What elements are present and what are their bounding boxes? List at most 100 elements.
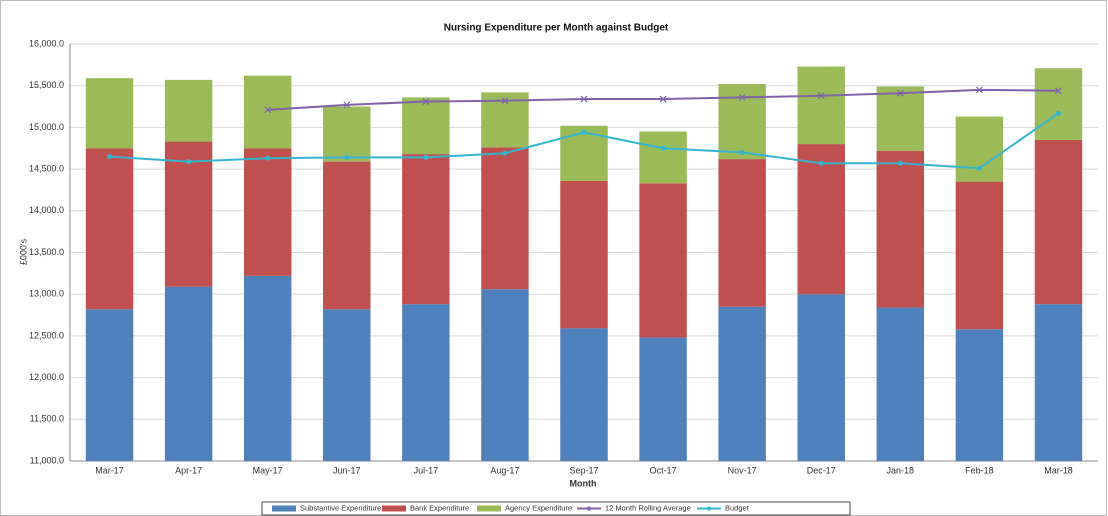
legend-marker (707, 506, 711, 511)
x-tick-label: Sep-17 (569, 465, 598, 475)
bar-segment (718, 159, 766, 307)
legend-label: Agency Expenditure (505, 503, 572, 512)
bar-segment (1034, 139, 1083, 305)
bar-segment (639, 183, 687, 338)
bar-segment (639, 337, 687, 461)
marker (1055, 87, 1062, 95)
marker (422, 98, 430, 105)
marker (264, 106, 272, 114)
x-tick-label: Oct-17 (650, 465, 677, 475)
bar-segment (164, 79, 213, 142)
bar-segment (718, 84, 766, 160)
bar-segment (243, 148, 292, 276)
bar-segment (85, 78, 134, 149)
bar-segment (955, 116, 1004, 182)
bar-segment (560, 328, 608, 461)
x-tick-label: Apr-17 (175, 465, 202, 475)
y-tick-label: 12,500.0 (29, 330, 64, 340)
bar-segment (481, 147, 529, 290)
marker (659, 95, 667, 103)
marker (501, 97, 509, 105)
bar-segment (323, 106, 371, 162)
x-tick-label: Jul-17 (414, 465, 439, 475)
legend-label: Substantive Expenditure (300, 503, 381, 512)
y-axis-title: £000's (18, 238, 28, 265)
bar-segment (797, 294, 845, 461)
bar-segment (85, 148, 134, 310)
marker (1055, 110, 1061, 116)
y-tick-label: 11,000.0 (30, 455, 64, 465)
marker (107, 154, 113, 160)
marker (186, 159, 192, 165)
x-tick-label: Nov-17 (728, 465, 757, 475)
legend-swatch (477, 505, 501, 512)
marker (343, 101, 351, 109)
x-tick-label: Feb-18 (965, 465, 994, 475)
bar-segment (876, 86, 925, 151)
x-tick-label: Mar-17 (95, 465, 124, 475)
legend-label: Budget (725, 503, 750, 512)
marker (580, 95, 588, 103)
bar-segment (402, 304, 450, 461)
marker (738, 93, 746, 101)
x-tick-label: Dec-17 (807, 465, 836, 475)
y-tick-label: 15,000.0 (29, 122, 64, 132)
x-tick-label: Jun-17 (333, 465, 361, 475)
marker (975, 86, 983, 94)
legend-label: Bank Expenditure (410, 503, 469, 512)
y-tick-label: 15,500.0 (29, 80, 64, 90)
marker (344, 154, 350, 160)
bar-segment (955, 329, 1004, 461)
chart-title: Nursing Expenditure per Month against Bu… (444, 23, 669, 34)
legend-swatch (382, 505, 406, 512)
y-tick-label: 14,000.0 (29, 205, 64, 215)
x-tick-label: Aug-17 (490, 465, 519, 475)
y-tick-label: 12,000.0 (29, 372, 64, 382)
legend-marker (587, 506, 591, 511)
bar-segment (243, 275, 292, 461)
x-tick-label: Mar-18 (1044, 465, 1073, 475)
marker (818, 160, 824, 166)
bar-segment (639, 131, 687, 184)
bar-segment (876, 307, 925, 461)
bar-segment (402, 97, 450, 155)
bar-segment (718, 306, 766, 461)
legend-label: 12 Month Rolling Average (605, 503, 691, 512)
bar-segment (955, 181, 1004, 330)
bar-segment (481, 289, 529, 461)
bar-segment (797, 144, 845, 295)
bar-segment (1034, 304, 1083, 461)
y-tick-label: 11,500.0 (30, 414, 64, 424)
bar-segment (560, 180, 608, 329)
bar-segment (85, 309, 134, 461)
bar-segment (876, 150, 925, 308)
marker (897, 160, 903, 166)
marker (896, 89, 904, 97)
x-tick-label: Jan-18 (887, 465, 915, 475)
y-tick-label: 13,000.0 (29, 289, 64, 299)
marker (265, 155, 271, 161)
x-axis-title: Month (570, 478, 597, 488)
bar-segment (164, 286, 213, 461)
marker (976, 165, 982, 171)
bar-segment (797, 66, 845, 145)
marker (660, 145, 666, 151)
marker (502, 150, 508, 156)
legend-swatch (272, 505, 296, 512)
legend-box (261, 501, 851, 516)
marker (739, 149, 745, 155)
bar-segment (1034, 68, 1083, 140)
marker (581, 129, 587, 135)
bar-segment (323, 309, 371, 461)
x-tick-label: May-17 (253, 465, 283, 475)
bar-segment (243, 75, 292, 149)
bar-segment (323, 161, 371, 310)
y-tick-label: 16,000.0 (29, 38, 64, 48)
y-tick-label: 13,500.0 (29, 247, 64, 257)
y-tick-label: 14,500.0 (29, 163, 64, 173)
bar-segment (402, 154, 450, 305)
bar-segment (164, 141, 213, 287)
marker (423, 154, 429, 160)
